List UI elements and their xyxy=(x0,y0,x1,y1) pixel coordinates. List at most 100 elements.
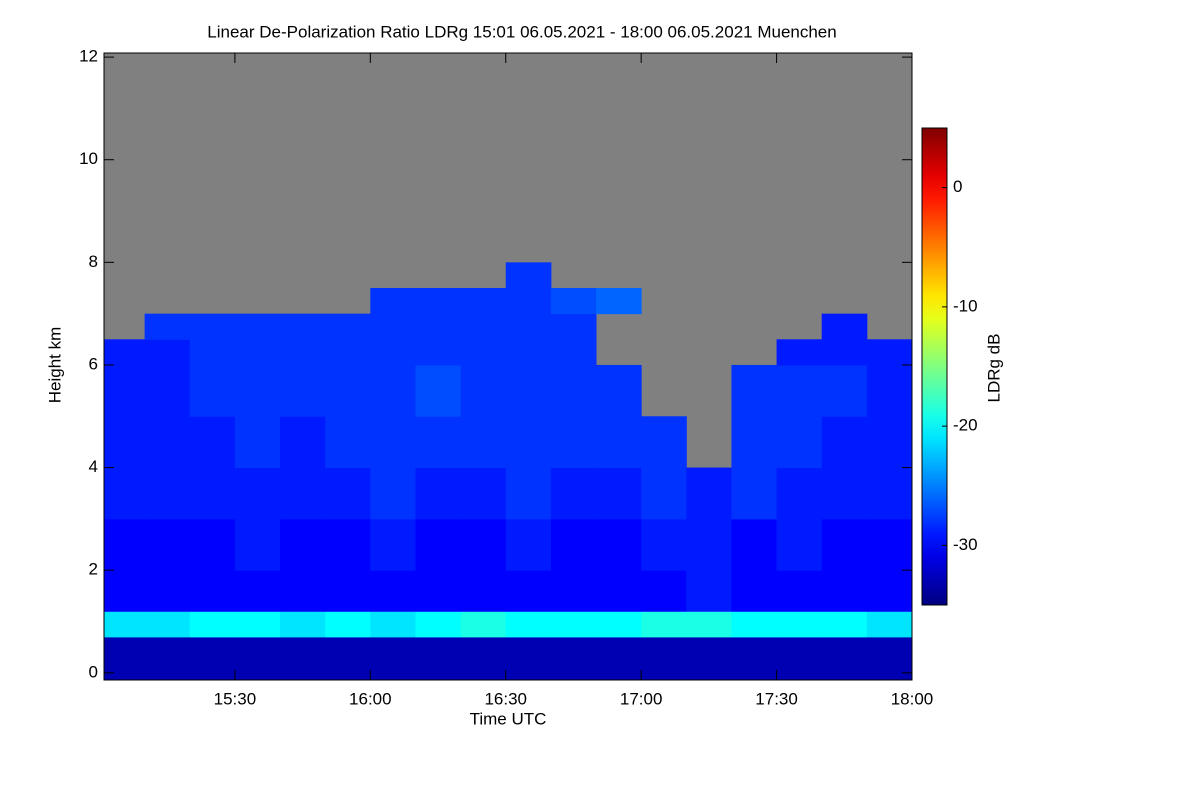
heatmap-cell xyxy=(505,636,552,681)
heatmap-cell xyxy=(821,611,868,638)
heatmap-cell xyxy=(370,339,416,366)
heatmap-cell xyxy=(415,313,462,340)
heatmap-cell xyxy=(104,364,146,417)
heatmap-cell xyxy=(641,416,687,469)
heatmap-cell xyxy=(415,287,462,315)
heatmap-cell xyxy=(460,364,507,417)
heatmap-cell xyxy=(280,467,326,520)
heatmap-cell xyxy=(776,467,823,520)
colorbar-tick-label: -20 xyxy=(953,416,978,435)
heatmap-cell xyxy=(189,570,236,612)
heatmap-cell xyxy=(596,636,642,681)
colorbar-tick-label: -30 xyxy=(953,535,978,554)
heatmap-cell xyxy=(370,287,416,315)
x-axis-label: Time UTC xyxy=(470,709,547,728)
heatmap-cell xyxy=(596,518,642,571)
heatmap-cell xyxy=(731,570,778,612)
heatmap-cell xyxy=(144,518,191,571)
heatmap-cell xyxy=(505,313,552,340)
heatmap-cell xyxy=(189,364,236,417)
heatmap-cell xyxy=(370,611,416,638)
heatmap-cell xyxy=(776,636,823,681)
heatmap-cell xyxy=(596,364,642,417)
heatmap-cell xyxy=(325,467,371,520)
heatmap-cell xyxy=(821,467,868,520)
heatmap-cell xyxy=(104,570,146,612)
heatmap-cell xyxy=(731,416,778,469)
heatmap-cell xyxy=(505,518,552,571)
heatmap-cell xyxy=(460,518,507,571)
heatmap-cell xyxy=(144,467,191,520)
heatmap-cell xyxy=(641,570,687,612)
heatmap-cell xyxy=(776,611,823,638)
heatmap-cell xyxy=(280,364,326,417)
heatmap-cell xyxy=(189,518,236,571)
heatmap-cell xyxy=(460,570,507,612)
x-tick-label: 18:00 xyxy=(891,689,934,708)
heatmap-cell xyxy=(776,339,823,366)
heatmap-cell xyxy=(370,570,416,612)
heatmap-cell xyxy=(596,287,642,315)
heatmap-cell xyxy=(866,611,913,638)
colorbar-tick-label: -10 xyxy=(953,296,978,315)
colorbar-label: LDRg dB xyxy=(984,334,1003,403)
heatmap-cell xyxy=(866,636,913,681)
heatmap-cell xyxy=(641,611,687,638)
y-axis-label: Height km xyxy=(45,327,64,404)
heatmap-cell xyxy=(280,518,326,571)
heatmap-cell xyxy=(280,339,326,366)
heatmap-cell xyxy=(415,636,462,681)
heatmap-cell xyxy=(415,467,462,520)
heatmap-cell xyxy=(821,364,868,417)
heatmap-cell xyxy=(731,467,778,520)
heatmap-cell xyxy=(234,416,281,469)
y-tick-label: 2 xyxy=(89,560,98,579)
colorbar-tick-label: 0 xyxy=(953,177,962,196)
heatmap-cell xyxy=(144,339,191,366)
heatmap-cell xyxy=(686,636,732,681)
heatmap-cell xyxy=(505,570,552,612)
heatmap-cell xyxy=(234,611,281,638)
heatmap-cell xyxy=(189,636,236,681)
x-tick-label: 16:00 xyxy=(349,689,392,708)
heatmap-cell xyxy=(550,287,597,315)
heatmap-cell xyxy=(415,364,462,417)
heatmap-cell xyxy=(189,467,236,520)
heatmap-cell xyxy=(415,416,462,469)
heatmap-cell xyxy=(460,339,507,366)
heatmap-cell xyxy=(686,611,732,638)
heatmap-cell xyxy=(596,570,642,612)
heatmap-cell xyxy=(234,570,281,612)
heatmap-cell xyxy=(104,636,146,681)
heatmap-cell xyxy=(189,416,236,469)
y-tick-label: 10 xyxy=(79,149,98,168)
heatmap-cell xyxy=(505,467,552,520)
heatmap-cell xyxy=(550,518,597,571)
heatmap-cell xyxy=(280,636,326,681)
heatmap-cell xyxy=(460,611,507,638)
chart-title: Linear De-Polarization Ratio LDRg 15:01 … xyxy=(207,22,836,41)
heatmap-cell xyxy=(280,416,326,469)
heatmap-cell xyxy=(731,518,778,571)
heatmap-cell xyxy=(370,636,416,681)
heatmap-cell xyxy=(460,636,507,681)
y-tick-label: 6 xyxy=(89,354,98,373)
heatmap-cell xyxy=(280,611,326,638)
heatmap-cell xyxy=(234,313,281,340)
heatmap-cell xyxy=(370,364,416,417)
heatmap-cell xyxy=(460,287,507,315)
heatmap-cell xyxy=(370,518,416,571)
heatmap-cell xyxy=(505,611,552,638)
heatmap-cell xyxy=(866,518,913,571)
heatmap-cell xyxy=(866,416,913,469)
heatmap-cell xyxy=(325,570,371,612)
heatmap-cell xyxy=(280,313,326,340)
heatmap-cell xyxy=(686,467,732,520)
heatmap-cell xyxy=(505,262,552,289)
heatmap-cell xyxy=(189,611,236,638)
heatmap-cell xyxy=(550,339,597,366)
heatmap-cell xyxy=(596,467,642,520)
heatmap-cell xyxy=(370,313,416,340)
heatmap-cell xyxy=(866,339,913,366)
heatmap-cell xyxy=(505,339,552,366)
